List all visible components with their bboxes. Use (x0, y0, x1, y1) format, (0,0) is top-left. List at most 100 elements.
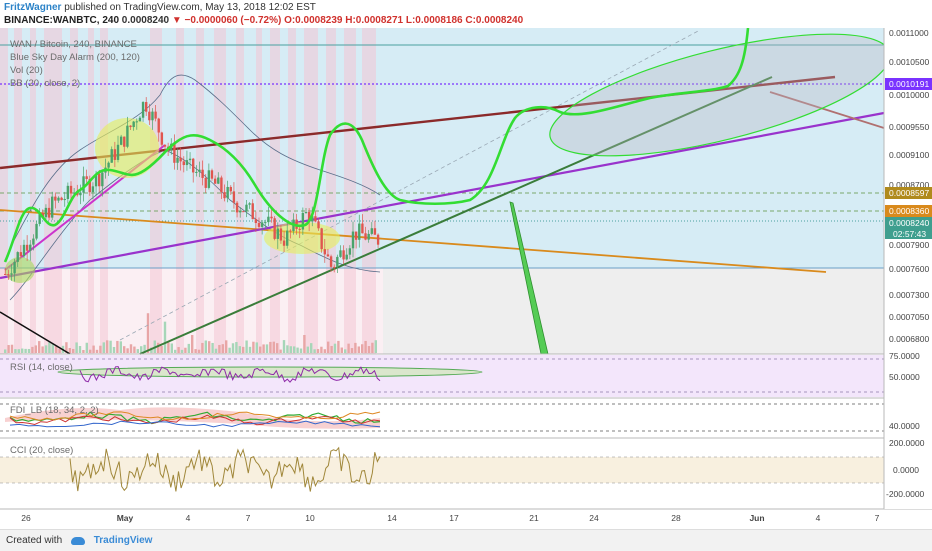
alarm-band (196, 28, 204, 354)
volume-bar (180, 349, 184, 353)
gold-price-tag-text: 0.0008597 (889, 188, 929, 198)
candle-body (79, 192, 82, 196)
volume-bar (296, 347, 299, 353)
candle-body (154, 111, 157, 119)
rsi-tick-50: 50.0000 (889, 372, 920, 382)
volume-bar (68, 347, 71, 353)
high-value: H:0.0008271 (345, 15, 404, 26)
time-tick-label: 28 (671, 513, 681, 523)
violet-price-tag-text: 0.0010191 (889, 79, 929, 89)
volume-bar (167, 342, 170, 353)
time-tick-label: 26 (21, 513, 31, 523)
volume-bar (48, 342, 51, 353)
candle-body (163, 144, 167, 147)
candle-body (195, 171, 198, 173)
volume-bar (4, 349, 7, 353)
volume-bar (21, 348, 24, 353)
candle-body (135, 121, 138, 123)
candle-body (364, 233, 367, 240)
symbol-label: BINANCE:WANBTC, 240 (4, 15, 120, 26)
candle-body (198, 169, 201, 172)
candle-body (348, 248, 352, 255)
volume-bar (157, 342, 160, 353)
volume-bar (218, 344, 221, 353)
candle-body (176, 157, 179, 163)
candle-body (132, 121, 135, 128)
rsi-ellipse (57, 366, 483, 378)
last-price: 0.0008240 (121, 15, 170, 26)
volume-bar (262, 344, 265, 353)
orange-trend-line (0, 209, 827, 273)
candle-body (151, 111, 154, 121)
alarm-band (288, 28, 296, 354)
candle-body (188, 158, 192, 161)
candle-body (145, 102, 148, 112)
volume-bar (265, 344, 269, 353)
legend-bollinger: BB (20, close, 2) (10, 78, 80, 89)
volume-bar (221, 344, 224, 353)
volume-bar (333, 343, 337, 353)
volume-bar (136, 349, 139, 353)
volume-bar (228, 347, 231, 353)
candle-body (229, 186, 232, 192)
volume-bar (72, 348, 75, 353)
volume-bar (354, 342, 357, 353)
author-link[interactable]: FritzWagner (4, 2, 62, 13)
volume-bar (126, 348, 129, 353)
candle-body (157, 118, 160, 133)
time-tick-label: 10 (305, 513, 315, 523)
candle-body (257, 223, 261, 227)
maroon-forecast-line (769, 91, 885, 129)
candle-body (192, 158, 195, 173)
last-price-tag (885, 217, 932, 239)
cci-line (69, 446, 381, 492)
volume-bar (160, 346, 163, 353)
volume-bar (293, 346, 296, 353)
bb-upper (9, 74, 381, 249)
candle-body (10, 273, 13, 275)
time-axis[interactable] (0, 509, 932, 529)
down-triangle-icon: ▼ (171, 15, 182, 26)
candle-body (345, 254, 348, 260)
candle-body (94, 173, 98, 187)
candle-body (342, 250, 345, 260)
candle-body (160, 132, 164, 145)
candle-body (32, 238, 35, 245)
candle-body (173, 143, 176, 163)
candle-body (207, 170, 211, 188)
volume-bar (112, 346, 116, 353)
time-tick-label: 14 (387, 513, 397, 523)
candle-body (44, 207, 48, 218)
volume-bar (99, 345, 102, 353)
price-tick-label: 0.0009100 (889, 150, 929, 160)
cci-tick-200: 200.0000 (889, 438, 925, 448)
volume-bar (330, 345, 333, 353)
candle-body (22, 244, 26, 257)
open-value: O:0.0008239 (284, 15, 343, 26)
symbol-line: BINANCE:WANBTC, 240 0.0008240 ▼ −0.00000… (4, 15, 523, 27)
tradingview-logo[interactable]: TradingView (93, 535, 153, 546)
price-axis[interactable] (884, 28, 932, 509)
volume-bar (123, 346, 126, 353)
candle-body (116, 144, 120, 160)
volume-bar (129, 344, 133, 353)
volume-bar (106, 340, 109, 353)
price-tick-label: 0.0011000 (889, 28, 929, 38)
highlight-ellipse-top (95, 118, 159, 178)
volume-bar (245, 340, 248, 353)
volume-bar (374, 340, 377, 353)
chart-area[interactable]: WAN / Bitcoin, 240, BINANCE Blue Sky Day… (0, 28, 932, 529)
dark-green-trend-line (139, 76, 773, 355)
volume-bar (272, 341, 275, 353)
volume-bar (82, 349, 85, 353)
candle-body (376, 234, 380, 245)
volume-bar (75, 342, 78, 353)
volume-bar (323, 349, 326, 353)
blue-sky-curve (3, 28, 750, 263)
low-value: L:0.0008186 (405, 15, 463, 26)
volume-bar (133, 346, 136, 353)
alarm-band (214, 28, 226, 354)
legend-volume: Vol (20) (10, 65, 43, 76)
candle-body (304, 212, 308, 214)
volume-bar (276, 343, 279, 353)
